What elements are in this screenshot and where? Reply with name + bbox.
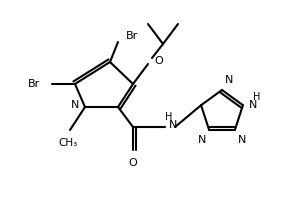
Text: Br: Br — [28, 79, 40, 89]
Text: N: N — [238, 135, 246, 145]
Text: O: O — [154, 56, 163, 66]
Text: N: N — [169, 120, 177, 130]
Text: O: O — [129, 158, 137, 168]
Text: N: N — [71, 100, 79, 110]
Text: N: N — [249, 100, 257, 110]
Text: N: N — [225, 75, 233, 85]
Text: Br: Br — [126, 31, 138, 41]
Text: N: N — [198, 135, 206, 145]
Text: H: H — [165, 112, 173, 122]
Text: CH₃: CH₃ — [58, 138, 78, 148]
Text: H: H — [253, 92, 261, 102]
